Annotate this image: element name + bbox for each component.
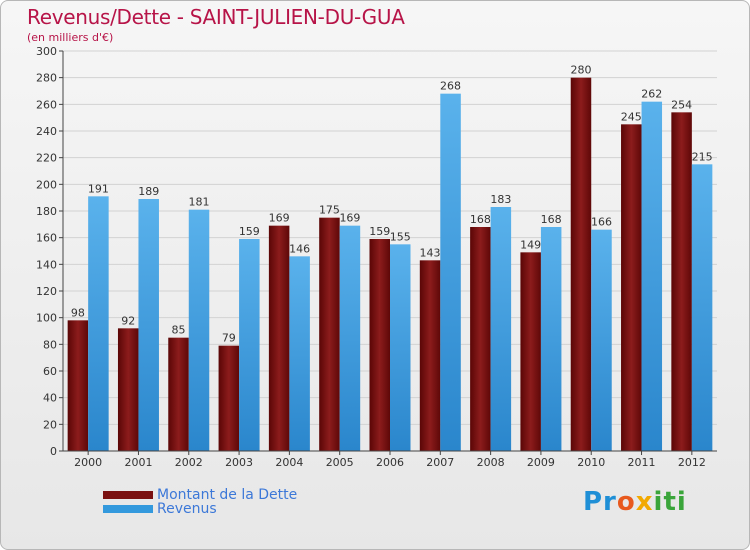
data-label-dette-2003: 79 xyxy=(222,332,236,345)
data-label-revenus-2008: 183 xyxy=(490,193,511,206)
data-label-dette-2002: 85 xyxy=(172,324,186,337)
y-tick-label: 160 xyxy=(36,232,57,245)
bar-revenus-2009 xyxy=(540,227,562,451)
y-tick-label: 60 xyxy=(43,365,57,378)
bar-dette-2000 xyxy=(67,320,89,451)
bar-dette-2001 xyxy=(117,328,139,451)
chart-subtitle: (en milliers d'€) xyxy=(27,31,114,44)
data-label-revenus-2007: 268 xyxy=(440,80,461,93)
data-label-revenus-2010: 166 xyxy=(591,216,612,229)
x-tick-label: 2007 xyxy=(426,456,454,469)
bar-revenus-2006 xyxy=(390,244,411,451)
y-tick-label: 120 xyxy=(36,285,57,298)
x-tick-label: 2001 xyxy=(124,456,152,469)
legend-label-revenus: Revenus xyxy=(157,501,217,517)
y-tick-label: 100 xyxy=(36,312,57,325)
data-label-revenus-2005: 169 xyxy=(339,212,360,225)
data-label-dette-2009: 149 xyxy=(520,238,541,251)
data-label-dette-2006: 159 xyxy=(369,225,390,238)
axes xyxy=(62,51,717,452)
x-tick-label: 2002 xyxy=(175,456,203,469)
data-label-dette-2012: 254 xyxy=(671,98,692,111)
bar-dette-2003 xyxy=(218,345,240,451)
bar-revenus-2010 xyxy=(591,229,612,451)
bar-dette-2010 xyxy=(570,77,592,452)
bar-revenus-2001 xyxy=(138,199,159,451)
bar-revenus-2004 xyxy=(289,256,310,451)
bar-revenus-2003 xyxy=(239,239,260,451)
x-tick-label: 2003 xyxy=(225,456,253,469)
y-tick-label: 80 xyxy=(43,338,57,351)
data-label-dette-2011: 245 xyxy=(621,110,642,123)
bar-dette-2012 xyxy=(671,112,692,451)
bar-revenus-2005 xyxy=(339,225,361,451)
bar-dette-2008 xyxy=(470,227,491,451)
x-tick-label: 2005 xyxy=(326,456,354,469)
x-tick-label: 2006 xyxy=(376,456,404,469)
y-tick-label: 300 xyxy=(36,45,57,58)
bar-revenus-2011 xyxy=(641,101,663,452)
data-label-dette-2004: 169 xyxy=(269,212,290,225)
proxiti-logo: Proxiti xyxy=(583,487,687,517)
bar-dette-2006 xyxy=(369,239,390,451)
y-tick-label: 180 xyxy=(36,205,57,218)
data-label-dette-2005: 175 xyxy=(319,204,340,217)
x-tick-label: 2009 xyxy=(527,456,555,469)
y-tick-label: 280 xyxy=(36,72,57,85)
bar-dette-2004 xyxy=(268,225,290,451)
data-label-dette-2000: 98 xyxy=(71,306,85,319)
data-label-dette-2010: 280 xyxy=(570,64,591,77)
data-label-revenus-2002: 181 xyxy=(189,196,210,209)
data-label-revenus-2001: 189 xyxy=(138,185,159,198)
data-label-dette-2001: 92 xyxy=(121,314,135,327)
bar-dette-2009 xyxy=(520,252,541,451)
legend-label-dette: Montant de la Dette xyxy=(157,487,298,503)
data-label-revenus-2000: 191 xyxy=(88,182,109,195)
bar-dette-2007 xyxy=(419,260,441,451)
bar-revenus-2002 xyxy=(188,209,210,451)
y-tick-label: 240 xyxy=(36,125,57,138)
x-tick-label: 2010 xyxy=(577,456,605,469)
data-label-revenus-2012: 215 xyxy=(692,150,713,163)
x-tick-label: 2012 xyxy=(678,456,706,469)
bar-revenus-2012 xyxy=(691,164,713,452)
bars xyxy=(67,77,713,452)
y-tick-label: 140 xyxy=(36,258,57,271)
bar-revenus-2000 xyxy=(88,196,109,451)
bar-revenus-2008 xyxy=(490,207,512,451)
y-tick-label: 40 xyxy=(43,392,57,405)
x-tick-label: 2000 xyxy=(74,456,102,469)
x-tick-label: 2008 xyxy=(477,456,505,469)
bar-dette-2002 xyxy=(168,337,189,451)
data-label-revenus-2003: 159 xyxy=(239,225,260,238)
legend-item-dette: Montant de la Dette xyxy=(103,486,297,504)
y-tick-label: 220 xyxy=(36,152,57,165)
y-axis-ticks: 0 20 40 60 80 100 120 140 160 180 200 220 240 260 280 3… xyxy=(36,45,63,458)
data-label-revenus-2011: 262 xyxy=(641,88,662,101)
x-tick-label: 2004 xyxy=(275,456,303,469)
data-label-dette-2007: 143 xyxy=(420,246,441,259)
y-tick-label: 260 xyxy=(36,98,57,111)
legend-item-revenus: Revenus xyxy=(103,500,217,518)
data-label-revenus-2004: 146 xyxy=(289,242,310,255)
data-label-revenus-2009: 168 xyxy=(541,213,562,226)
y-tick-label: 200 xyxy=(36,178,57,191)
data-label-revenus-2006: 155 xyxy=(390,230,411,243)
bar-dette-2011 xyxy=(621,124,642,451)
bar-revenus-2007 xyxy=(440,93,461,452)
y-tick-label: 20 xyxy=(43,418,57,431)
x-tick-label: 2011 xyxy=(628,456,656,469)
legend-swatch-dette xyxy=(103,491,153,499)
bar-dette-2005 xyxy=(319,217,340,451)
data-label-dette-2008: 168 xyxy=(470,213,491,226)
y-tick-label: 0 xyxy=(50,445,57,458)
legend-swatch-revenus xyxy=(103,505,153,513)
chart-title: Revenus/Dette - SAINT-JULIEN-DU-GUA xyxy=(27,5,405,29)
x-axis-ticks: 2000 2001 2002 2003 2004 2005 2006 2007 2008 2009… xyxy=(74,451,706,469)
